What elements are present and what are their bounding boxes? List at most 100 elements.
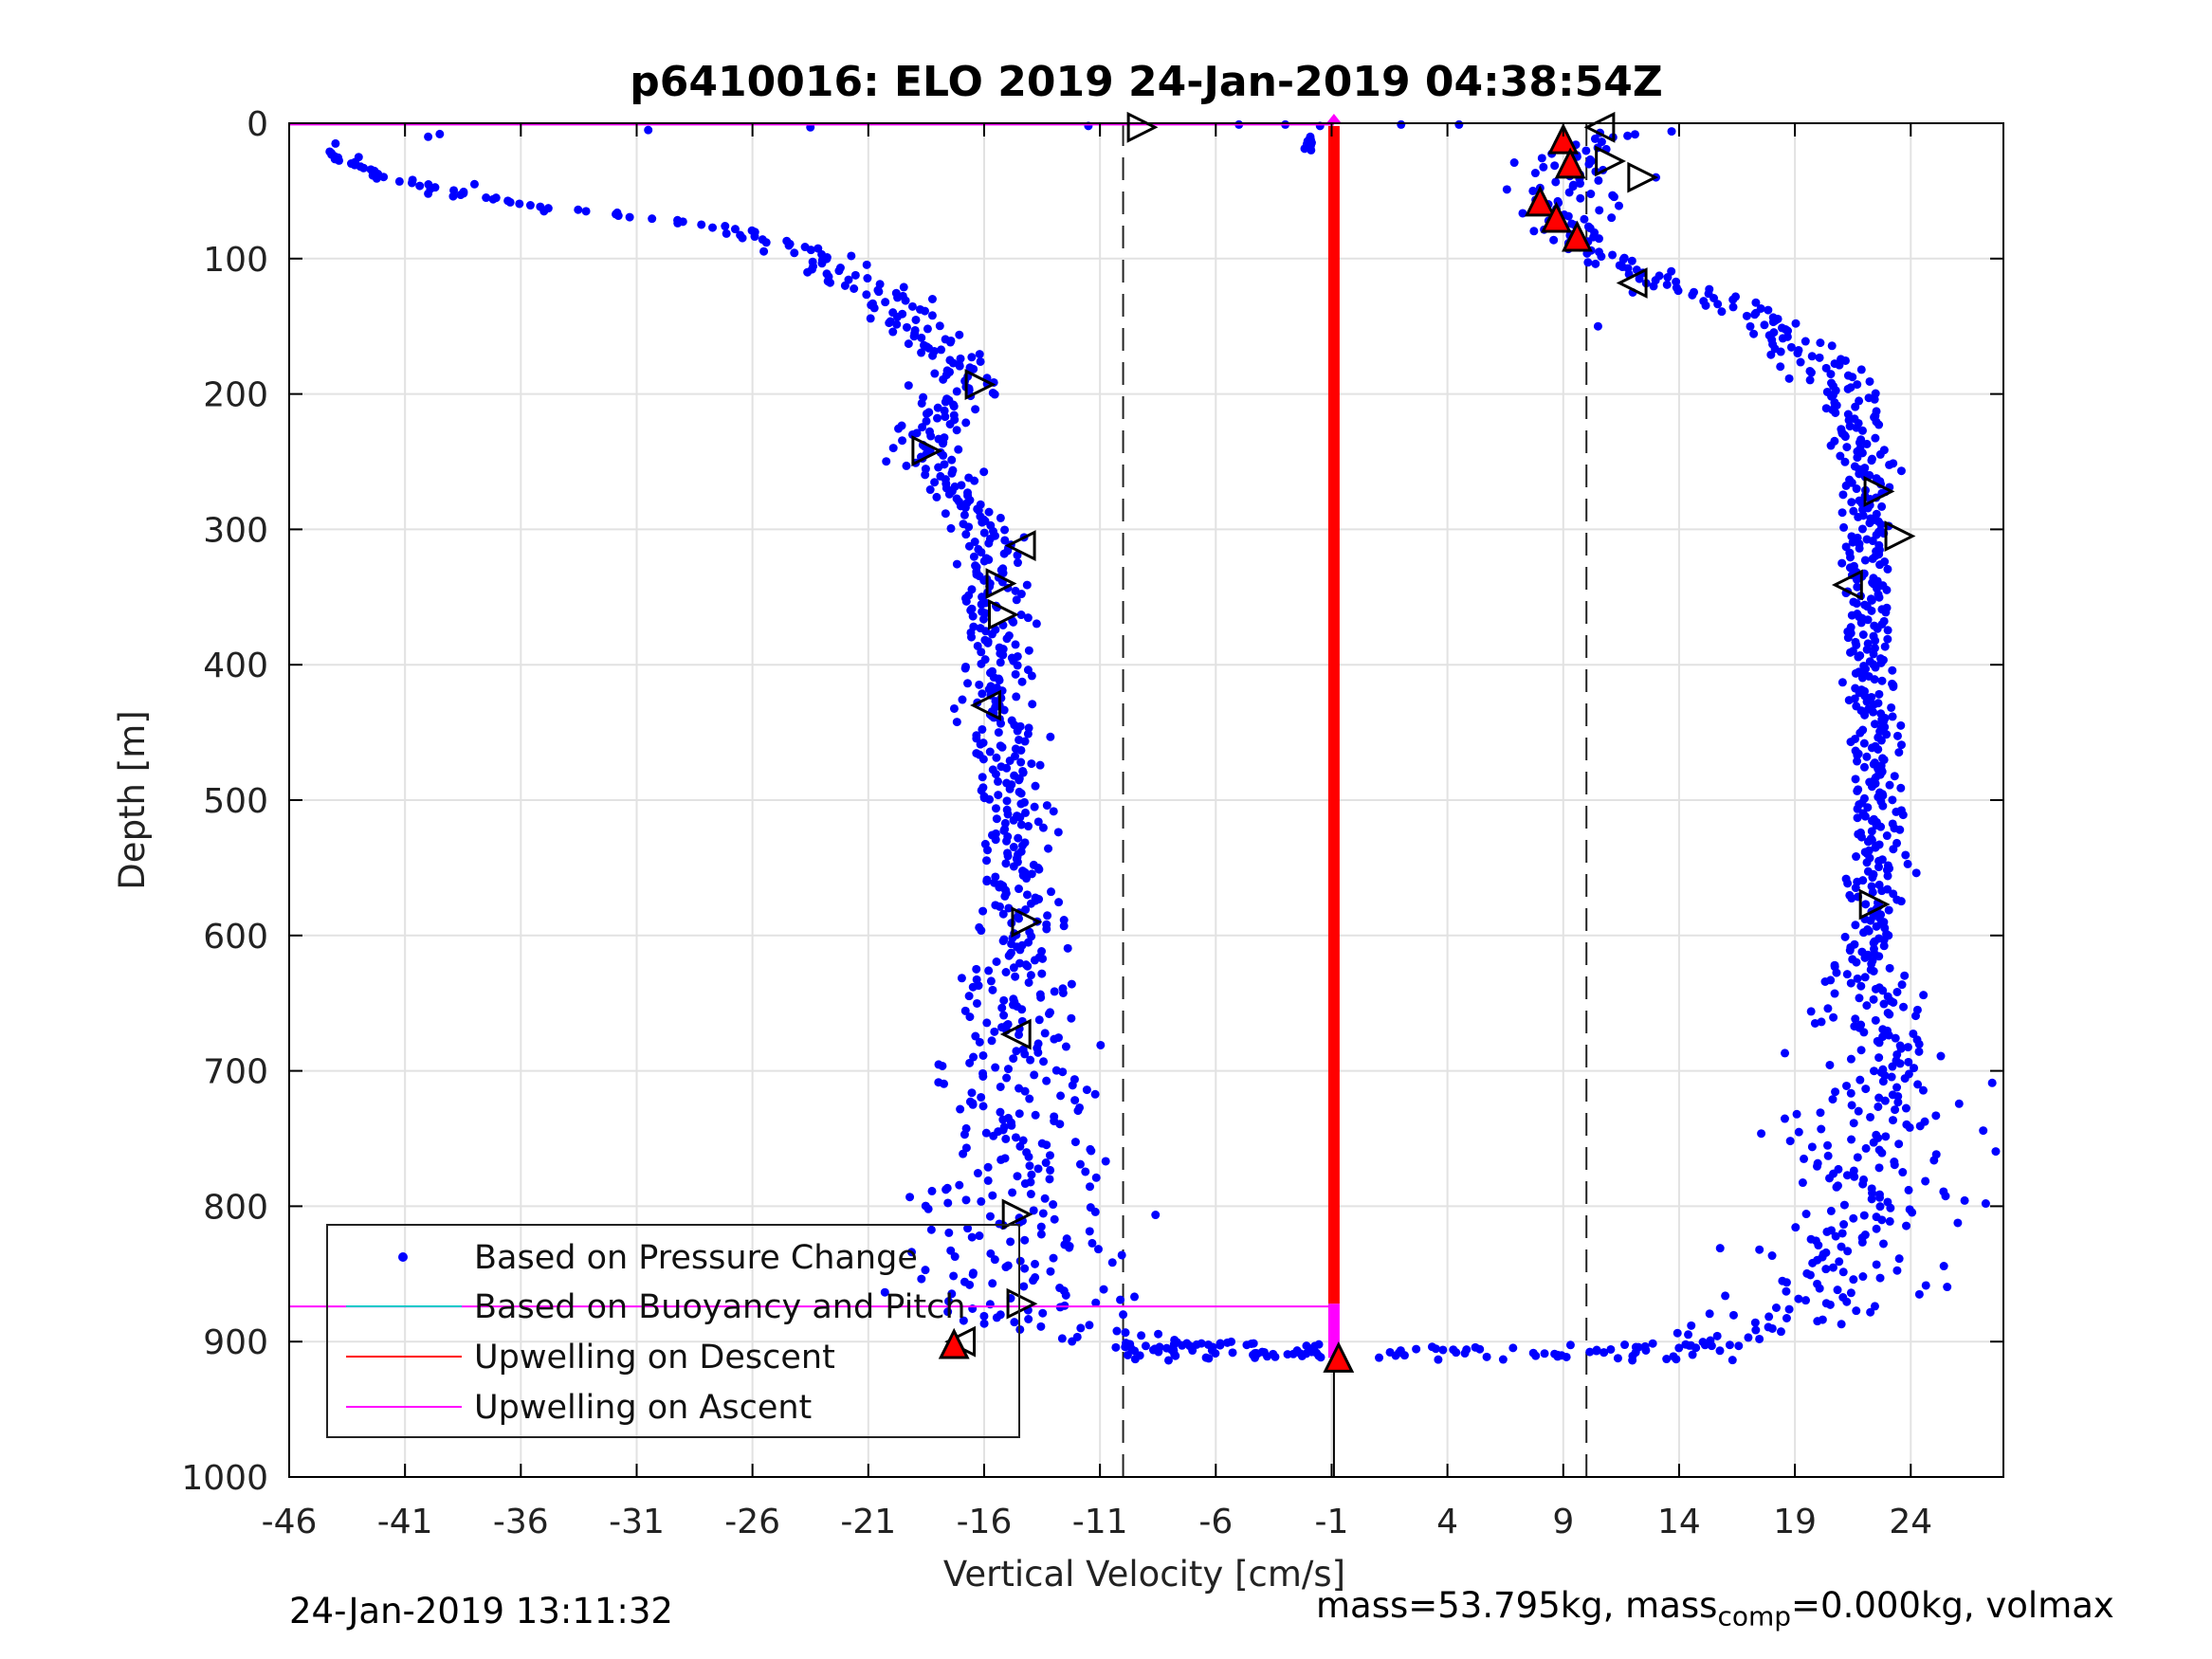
ascent-point xyxy=(1591,259,1600,268)
descent-point xyxy=(983,638,993,647)
open-triangle-marker xyxy=(1831,569,1863,601)
ascent-point xyxy=(1888,712,1897,721)
descent-point xyxy=(1011,972,1020,981)
ascent-point xyxy=(1801,337,1810,346)
ascent-point xyxy=(1847,498,1856,507)
x-tick-label: -41 xyxy=(377,1503,433,1541)
descent-point xyxy=(1001,859,1011,868)
ascent-point xyxy=(1877,676,1887,685)
y-tick-label: 1000 xyxy=(181,1459,268,1498)
ascent-point xyxy=(1852,574,1861,584)
descent-point xyxy=(1008,1188,1017,1197)
ascent-point xyxy=(1648,1339,1657,1348)
ascent-point xyxy=(1749,329,1759,338)
descent-point xyxy=(960,1130,969,1139)
x-tick-label: 19 xyxy=(1773,1503,1817,1541)
bottom-point xyxy=(1178,1340,1187,1350)
ascent-point xyxy=(1881,608,1891,617)
filled-triangle-marker xyxy=(938,1327,970,1359)
descent-point xyxy=(625,212,634,222)
bottom-point xyxy=(1460,1349,1470,1358)
ascent-point xyxy=(1843,633,1853,643)
ascent-point xyxy=(1791,319,1801,328)
descent-point xyxy=(933,413,942,423)
descent-point xyxy=(930,478,940,487)
scatter-point xyxy=(1397,119,1406,129)
ascent-point xyxy=(1750,1318,1760,1327)
descent-point xyxy=(1091,1298,1101,1307)
ascent-point xyxy=(1852,599,1861,609)
ascent-point xyxy=(1863,615,1873,625)
descent-point xyxy=(998,909,1008,919)
descent-point xyxy=(970,476,979,485)
descent-point xyxy=(1024,977,1033,987)
descent-point xyxy=(1015,884,1024,894)
descent-point xyxy=(987,629,996,639)
descent-point xyxy=(1049,1200,1058,1210)
ascent-point xyxy=(1911,1012,1921,1021)
descent-point xyxy=(1050,987,1059,996)
ascent-point xyxy=(1854,512,1863,521)
ascent-point xyxy=(1889,997,1898,1007)
descent-point xyxy=(1027,671,1036,681)
ascent-point xyxy=(1892,987,1902,996)
legend: Based on Pressure Change Based on Buoyanc… xyxy=(326,1224,1020,1438)
ascent-point xyxy=(1921,1281,1930,1290)
descent-point xyxy=(721,222,730,231)
descent-point xyxy=(1020,1086,1030,1096)
descent-point xyxy=(1015,1030,1024,1039)
descent-point xyxy=(1026,1190,1035,1199)
descent-point xyxy=(959,1316,968,1325)
descent-point xyxy=(992,1313,1001,1322)
ascent-point xyxy=(1816,338,1825,348)
descent-point xyxy=(1025,1094,1034,1103)
descent-point xyxy=(984,507,994,517)
ascent-point xyxy=(1755,1334,1764,1343)
descent-point xyxy=(1042,801,1051,811)
descent-point xyxy=(972,734,981,743)
descent-point xyxy=(892,319,902,329)
descent-point xyxy=(1063,943,1072,953)
ascent-point xyxy=(1630,130,1639,139)
ascent-point xyxy=(1875,1193,1885,1202)
ascent-point xyxy=(1751,298,1761,307)
descent-point xyxy=(968,611,978,621)
ascent-point xyxy=(1869,707,1878,717)
open-triangle-marker xyxy=(1863,475,1895,507)
descent-point xyxy=(1016,757,1026,767)
descent-point xyxy=(994,728,1003,738)
ascent-point xyxy=(1833,1285,1842,1295)
ascent-point xyxy=(1846,1054,1856,1064)
descent-point xyxy=(961,1195,971,1205)
descent-point xyxy=(1033,1048,1043,1057)
legend-label: Upwelling on Descent xyxy=(474,1339,835,1376)
ascent-point xyxy=(1842,970,1852,979)
ascent-point xyxy=(1845,422,1855,431)
ascent-point xyxy=(1853,1153,1862,1162)
descent-point xyxy=(834,266,844,276)
ascent-point xyxy=(1755,1245,1764,1254)
open-triangle-marker xyxy=(999,1018,1032,1050)
descent-point xyxy=(1116,1295,1125,1304)
scatter-point xyxy=(482,193,491,203)
bottom-point xyxy=(1312,1348,1322,1358)
descent-point xyxy=(1003,1065,1013,1074)
ascent-point xyxy=(1865,519,1874,528)
ascent-point xyxy=(1860,556,1870,565)
ascent-point xyxy=(1866,916,1875,925)
bottom-point xyxy=(1613,1354,1622,1363)
ascent-point xyxy=(1904,1057,1913,1066)
ascent-point xyxy=(1550,161,1560,171)
descent-point xyxy=(1017,1005,1027,1014)
descent-point xyxy=(881,298,890,307)
ascent-point xyxy=(1859,738,1869,748)
descent-point xyxy=(863,274,872,283)
bottom-point xyxy=(1553,1350,1563,1359)
descent-point xyxy=(759,246,769,256)
ascent-point xyxy=(1846,1288,1856,1298)
descent-point xyxy=(960,1006,970,1015)
descent-point xyxy=(925,485,935,495)
ascent-point xyxy=(1518,209,1527,218)
ascent-point xyxy=(1837,558,1847,568)
descent-point xyxy=(1053,828,1063,837)
